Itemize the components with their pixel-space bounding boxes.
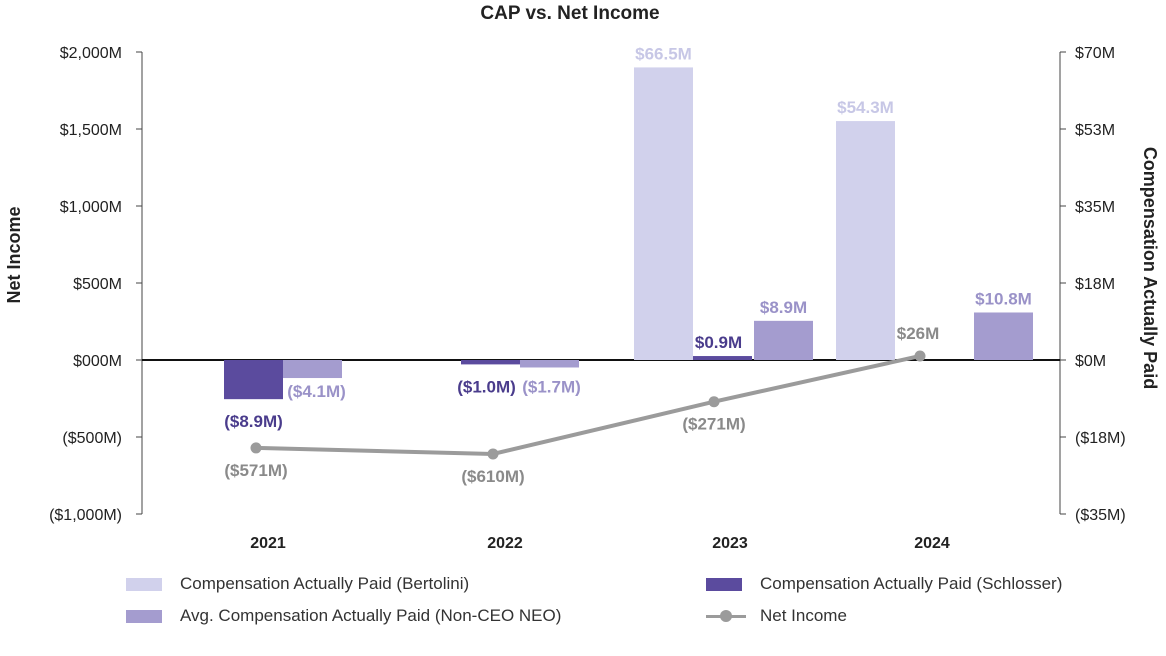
legend-swatch-netincome-dot <box>720 610 732 622</box>
legend-swatch-nonceo <box>126 610 162 623</box>
legend-swatch-schlosser <box>706 578 742 591</box>
net-income-label: $26M <box>897 324 940 343</box>
x-category-label: 2022 <box>487 535 523 552</box>
bar-label-schlosser: ($1.0M) <box>457 377 516 396</box>
net-income-point <box>250 442 262 454</box>
right-tick-label: $53M <box>1075 122 1115 139</box>
left-tick-label: $1,500M <box>60 122 122 139</box>
bar-schlosser <box>693 356 752 360</box>
net-income-line <box>255 354 921 456</box>
legend-label-nonceo: Avg. Compensation Actually Paid (Non-CEO… <box>180 606 562 625</box>
legend-label-bertolini: Compensation Actually Paid (Bertolini) <box>180 574 470 593</box>
right-tick-label: $35M <box>1075 199 1115 216</box>
legend-swatch-bertolini <box>126 578 162 591</box>
bar-label-nonceo: $8.9M <box>760 298 807 317</box>
x-category-label: 2024 <box>914 535 950 552</box>
right-tick-label: $0M <box>1075 353 1106 370</box>
net-income-label: ($571M) <box>224 461 287 480</box>
left-tick-label: $2,000M <box>60 45 122 62</box>
left-tick-label: $000M <box>73 353 122 370</box>
legend-label-schlosser: Compensation Actually Paid (Schlosser) <box>760 574 1063 593</box>
bar-label-bertolini: $66.5M <box>635 44 692 63</box>
bar-bertolini <box>634 67 693 361</box>
bar-label-nonceo: $10.8M <box>975 289 1032 308</box>
left-tick-label: $500M <box>73 276 122 293</box>
x-category-label: 2021 <box>250 535 286 552</box>
chart-title: CAP vs. Net Income <box>480 3 659 24</box>
bar-schlosser <box>224 360 283 400</box>
left-tick-label: $1,000M <box>60 199 122 216</box>
bar-nonceo <box>974 312 1033 360</box>
net-income-label: ($610M) <box>461 467 524 486</box>
bar-label-schlosser: $0.9M <box>695 333 742 352</box>
bar-label-nonceo: ($1.7M) <box>522 377 581 396</box>
right-axis-label: Compensation Actually Paid <box>1140 147 1160 389</box>
net-income-point <box>708 396 720 408</box>
net-income-label: ($271M) <box>682 415 745 434</box>
bar-label-bertolini: $54.3M <box>837 98 894 117</box>
bar-label-nonceo: ($4.1M) <box>287 382 346 401</box>
x-category-label: 2023 <box>712 535 748 552</box>
left-axis-label: Net Income <box>4 206 24 303</box>
right-tick-label: ($18M) <box>1075 430 1126 447</box>
left-tick-label: ($1,000M) <box>49 507 122 524</box>
net-income-point <box>914 350 926 362</box>
legend-label-netincome: Net Income <box>760 606 847 625</box>
right-tick-label: ($35M) <box>1075 507 1126 524</box>
bar-nonceo <box>754 320 813 360</box>
bar-schlosser <box>461 360 520 365</box>
right-tick-label: $70M <box>1075 45 1115 62</box>
bar-label-schlosser: ($8.9M) <box>224 412 283 431</box>
bar-nonceo <box>283 360 342 379</box>
left-tick-label: ($500M) <box>62 430 122 447</box>
net-income-point <box>487 448 499 460</box>
bar-bertolini <box>836 121 895 360</box>
right-tick-label: $18M <box>1075 276 1115 293</box>
bar-nonceo <box>520 360 579 368</box>
